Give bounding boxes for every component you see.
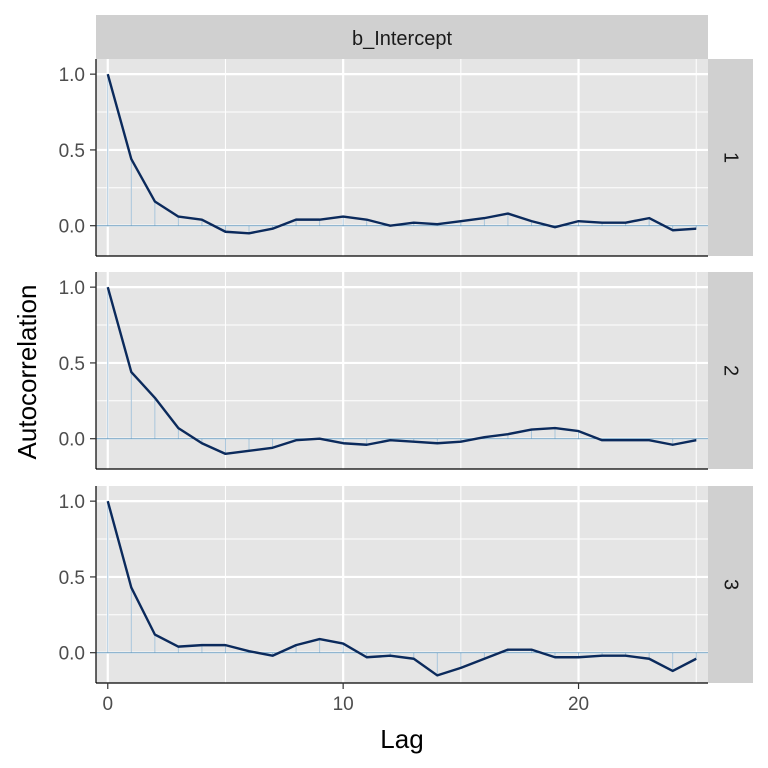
y-tick-label: 1.0: [59, 492, 85, 513]
x-tick-label: 0: [102, 694, 113, 715]
x-axis: 0 10 20: [102, 683, 589, 715]
y-axis-title: Autocorrelation: [12, 285, 42, 460]
y-tick-label: 0.0: [59, 430, 85, 451]
facet-title: b_Intercept: [352, 28, 453, 50]
y-tick-label: 0.5: [59, 141, 85, 162]
x-tick-label: 10: [333, 694, 354, 715]
acf-series-line: [106, 286, 697, 456]
chain-label: 2: [720, 365, 742, 376]
panel-background: [96, 486, 708, 683]
panel-chain-3: 0.0 0.5 1.0 3: [59, 486, 753, 684]
panel-chain-1: 0.0 0.5 1.0 1: [59, 59, 753, 257]
chain-label: 1: [720, 152, 742, 163]
y-tick-label: 0.0: [59, 644, 85, 665]
y-tick-label: 0.0: [59, 217, 85, 238]
chain-label: 3: [720, 579, 742, 590]
y-tick-label: 1.0: [59, 65, 85, 86]
chain-strip: [708, 59, 753, 256]
chain-strip: [708, 272, 753, 469]
facet-strip: [96, 15, 708, 59]
x-axis-title: Lag: [380, 724, 423, 754]
acf-series-line: [106, 73, 697, 235]
x-tick-label: 20: [568, 694, 589, 715]
y-tick-label: 1.0: [59, 278, 85, 299]
chain-strip: [708, 486, 753, 683]
panels-group: 0.0 0.5 1.0 1 0.0 0.5 1.0 2 0.0 0.5 1.0 3: [59, 59, 753, 684]
acf-series-line: [106, 500, 697, 677]
y-tick-label: 0.5: [59, 354, 85, 375]
panel-background: [96, 272, 708, 469]
panel-chain-2: 0.0 0.5 1.0 2: [59, 272, 753, 470]
y-tick-label: 0.5: [59, 568, 85, 589]
